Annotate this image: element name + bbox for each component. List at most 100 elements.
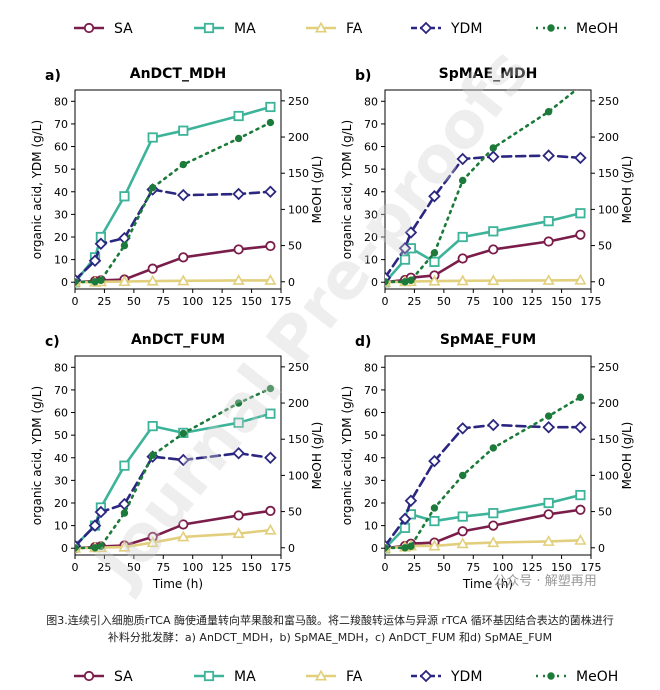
x-tick-label: 125 xyxy=(212,561,233,574)
legend-item-sa: SA xyxy=(74,21,133,37)
data-point xyxy=(385,544,389,552)
data-point xyxy=(458,471,467,480)
legend-bottom: SA MA FA YDM MeOH xyxy=(74,669,618,685)
y-tick-label: 30 xyxy=(54,208,68,221)
data-point xyxy=(487,150,500,163)
y-tick-label: 30 xyxy=(364,474,378,487)
series-ydm xyxy=(385,418,587,553)
data-point xyxy=(118,275,131,287)
data-point xyxy=(146,536,159,548)
data-point xyxy=(148,451,157,459)
x-tick-label: 0 xyxy=(382,561,389,574)
data-point xyxy=(574,151,587,165)
x-axis-label: Time (h) xyxy=(462,577,513,591)
y2-tick-label: 150 xyxy=(288,433,309,446)
panel-letter: c) xyxy=(45,334,60,350)
data-point xyxy=(404,226,418,239)
y-tick-label: 40 xyxy=(54,186,68,199)
data-point xyxy=(94,505,108,519)
x-tick-label: 25 xyxy=(407,295,421,308)
panel-andct-mdh: a) AnDCT_MDH 0 25 50 75 100 125 150 175 0 10 20 30 40 5… xyxy=(30,66,324,308)
legend-marker xyxy=(203,22,215,34)
legend-marker xyxy=(83,670,95,682)
data-point xyxy=(97,542,105,551)
legend-marker xyxy=(314,669,328,681)
x-tick-label: 0 xyxy=(72,561,79,574)
data-point xyxy=(457,231,468,243)
caption-line-1: 图3.连续引入细胞质rTCA 酶使通量转向苹果酸和富马酸。将二羧酸转运体与异源 … xyxy=(46,614,614,627)
data-point xyxy=(234,134,243,143)
plot-area xyxy=(385,90,587,288)
data-point xyxy=(429,256,440,267)
data-point xyxy=(456,537,469,549)
y-tick-label: 30 xyxy=(364,208,378,221)
legend-label: MA xyxy=(234,669,256,685)
data-point xyxy=(487,418,500,432)
data-point xyxy=(456,152,469,166)
x-tick-label: 25 xyxy=(407,561,421,574)
data-point xyxy=(407,276,415,285)
data-point xyxy=(544,412,553,420)
x-tick-label: 50 xyxy=(127,561,141,574)
data-point xyxy=(232,446,245,460)
data-point xyxy=(489,444,497,452)
data-point xyxy=(264,274,277,285)
data-point xyxy=(265,408,276,419)
y-tick-label: 70 xyxy=(54,384,68,397)
x-tick-label: 150 xyxy=(551,295,572,308)
legend-label: SA xyxy=(114,21,133,37)
data-point xyxy=(264,523,277,535)
x-tick-label: 100 xyxy=(182,295,203,308)
x-tick-label: 125 xyxy=(522,561,543,574)
y-tick-label: 50 xyxy=(54,163,68,176)
y-tick-label: 50 xyxy=(364,163,378,176)
data-point xyxy=(458,176,467,185)
x-tick-label: 100 xyxy=(492,295,513,308)
data-point xyxy=(401,544,409,552)
x-tick-label: 175 xyxy=(271,561,292,574)
data-point xyxy=(543,236,554,247)
y2-tick-label: 150 xyxy=(598,167,619,180)
y-axis-label: organic acid, YDM (g/L) xyxy=(30,386,44,525)
plot-frame xyxy=(384,89,592,290)
legend-label: SA xyxy=(114,669,133,685)
legend-label: MA xyxy=(234,21,256,37)
y-tick-label: 70 xyxy=(364,118,378,131)
data-point xyxy=(147,263,158,274)
wechat-credit: 公众号 · 解塑再用 xyxy=(493,574,596,589)
y-tick-label: 0 xyxy=(61,276,68,289)
data-point xyxy=(430,504,439,512)
data-point xyxy=(399,254,411,265)
y2-axis-label: MeOH (g/L) xyxy=(310,156,324,224)
data-point xyxy=(233,244,244,255)
y-tick-label: 40 xyxy=(364,186,378,199)
y2-tick-label: 250 xyxy=(598,361,619,374)
data-point xyxy=(232,274,245,285)
x-tick-label: 100 xyxy=(182,561,203,574)
y-tick-label: 20 xyxy=(364,497,378,510)
data-point xyxy=(94,237,108,251)
x-tick-label: 175 xyxy=(581,561,602,574)
legend-marker xyxy=(83,22,95,34)
x-axis-label: Time (h) xyxy=(152,577,203,591)
data-point xyxy=(97,276,105,285)
data-point xyxy=(428,539,441,551)
data-point xyxy=(488,508,499,519)
y-tick-label: 20 xyxy=(364,231,378,244)
data-point xyxy=(147,421,158,432)
data-point xyxy=(146,274,159,286)
x-tick-label: 25 xyxy=(97,295,111,308)
data-point xyxy=(401,278,409,286)
legend-label: YDM xyxy=(450,669,482,685)
x-tick-label: 175 xyxy=(581,295,602,308)
data-point xyxy=(177,188,190,202)
y2-tick-label: 200 xyxy=(288,397,309,410)
y-tick-label: 40 xyxy=(364,452,378,465)
y-tick-label: 60 xyxy=(364,407,378,420)
data-point xyxy=(542,535,555,546)
data-point xyxy=(456,422,469,435)
y2-tick-label: 100 xyxy=(288,203,309,216)
y2-axis-label: MeOH (g/L) xyxy=(620,422,634,490)
legend-marker xyxy=(419,669,433,683)
